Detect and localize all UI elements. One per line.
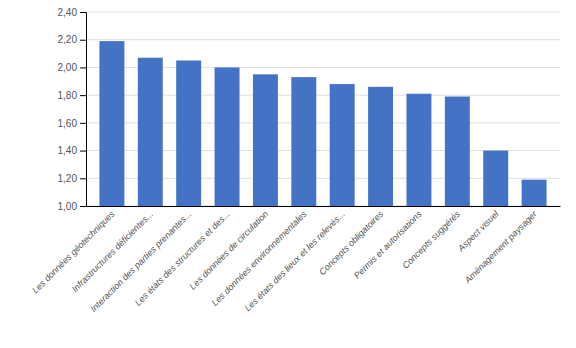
y-tick: 2,20 bbox=[58, 34, 86, 45]
y-tick: 1,20 bbox=[58, 173, 86, 184]
x-tick-label: Infrastructures déficientes... bbox=[70, 209, 155, 294]
y-axis-line bbox=[80, 13, 87, 207]
x-tick-label: Concepts suggérés bbox=[400, 208, 462, 270]
y-tick-label: 1,20 bbox=[58, 173, 78, 184]
grid bbox=[86, 12, 560, 206]
x-tick: Les données de circulation bbox=[187, 209, 270, 292]
x-tick-label: Aménagement paysager bbox=[462, 208, 540, 286]
y-tick: 1,60 bbox=[58, 118, 86, 129]
y-tick-label: 2,40 bbox=[58, 7, 78, 18]
x-tick-label: Les données de circulation bbox=[187, 209, 270, 292]
y-tick-mark bbox=[80, 95, 86, 96]
x-tick-label: Concepts obligatoires bbox=[317, 208, 386, 277]
x-tick: Concepts obligatoires bbox=[317, 208, 386, 277]
bar bbox=[99, 41, 124, 206]
y-tick-mark bbox=[80, 12, 86, 13]
y-tick-label: 1,40 bbox=[58, 145, 78, 156]
bar bbox=[368, 87, 393, 206]
bar bbox=[291, 77, 316, 206]
y-tick-label: 2,00 bbox=[58, 62, 78, 73]
y-tick-mark bbox=[80, 151, 86, 152]
bar bbox=[522, 180, 547, 206]
y-tick-mark bbox=[80, 40, 86, 41]
bar bbox=[253, 74, 278, 206]
grid-line bbox=[86, 12, 560, 13]
y-tick: 1,40 bbox=[58, 145, 86, 156]
y-tick-mark bbox=[80, 67, 86, 68]
y-tick-mark bbox=[80, 178, 86, 179]
x-tick: Aménagement paysager bbox=[462, 208, 540, 286]
plot: 1,00 1,20 1,40 1,60 1,80 2,00 2,20 2,40 Les donn… bbox=[30, 7, 560, 314]
x-tick: Infrastructures déficientes... bbox=[70, 209, 155, 294]
y-tick-label: 2,20 bbox=[58, 34, 78, 45]
bar bbox=[445, 97, 470, 206]
bar bbox=[176, 61, 201, 207]
bars bbox=[99, 41, 546, 206]
grid-line bbox=[86, 39, 560, 40]
x-tick: Concepts suggérés bbox=[400, 208, 462, 270]
y-tick-mark bbox=[80, 123, 86, 124]
bar bbox=[215, 67, 240, 206]
y-tick: 2,00 bbox=[58, 62, 86, 73]
bar bbox=[483, 151, 508, 206]
y-tick: 1,80 bbox=[58, 90, 86, 101]
chart: 1,00 1,20 1,40 1,60 1,80 2,00 2,20 2,40 Les donn… bbox=[0, 0, 576, 348]
bar bbox=[406, 94, 431, 206]
x-tick-label: Permis et autorisations bbox=[352, 208, 424, 280]
y-tick-mark bbox=[80, 206, 86, 207]
bar bbox=[138, 58, 163, 206]
y-axis: 1,00 1,20 1,40 1,60 1,80 2,00 2,20 2,40 bbox=[58, 7, 87, 212]
y-tick-label: 1,80 bbox=[58, 90, 78, 101]
x-axis-line bbox=[87, 206, 561, 207]
x-tick: Permis et autorisations bbox=[352, 208, 424, 280]
y-tick: 2,40 bbox=[58, 7, 86, 18]
y-tick: 1,00 bbox=[58, 201, 86, 212]
y-tick-label: 1,00 bbox=[58, 201, 78, 212]
bar bbox=[330, 84, 355, 206]
y-tick-label: 1,60 bbox=[58, 118, 78, 129]
x-axis: Les données géotechniquesInfrastructures… bbox=[30, 207, 560, 314]
